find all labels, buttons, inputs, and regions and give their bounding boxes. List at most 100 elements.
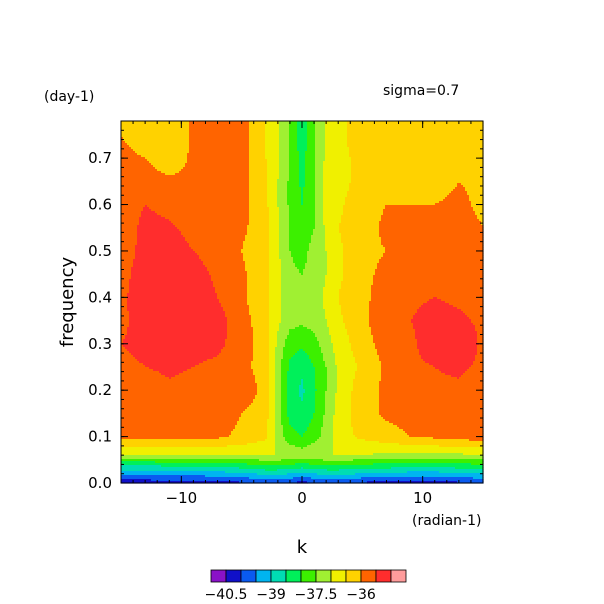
- contour-cell: [249, 153, 266, 156]
- contour-cell: [381, 243, 484, 246]
- contour-cell: [269, 319, 282, 322]
- contour-cell: [269, 343, 278, 346]
- contour-cell: [121, 321, 130, 324]
- contour-cell: [303, 393, 316, 396]
- contour-cell: [343, 245, 384, 248]
- contour-cell: [269, 219, 280, 222]
- contour-cell: [133, 265, 206, 268]
- contour-cell: [379, 355, 422, 358]
- contour-cell: [427, 301, 446, 304]
- contour-cell: [269, 259, 282, 262]
- contour-cell: [121, 235, 138, 238]
- contour-cell: [319, 437, 334, 440]
- contour-cell: [129, 281, 214, 284]
- contour-cell: [227, 333, 254, 336]
- contour-cell: [275, 405, 282, 408]
- contour-cell: [323, 357, 336, 360]
- contour-cell: [315, 169, 324, 172]
- contour-cell: [213, 281, 248, 284]
- contour-cell: [277, 203, 288, 206]
- contour-cell: [267, 189, 278, 192]
- contour-cell: [325, 275, 344, 278]
- contour-cell: [289, 207, 316, 210]
- contour-cell: [129, 325, 228, 328]
- contour-cell: [299, 269, 304, 272]
- contour-cell: [325, 151, 350, 154]
- contour-cell: [353, 387, 380, 390]
- contour-cell: [121, 481, 240, 484]
- contour-cell: [121, 403, 252, 406]
- contour-cell: [465, 371, 484, 374]
- contour-cell: [295, 445, 308, 448]
- contour-cell: [269, 347, 276, 350]
- contour-cell: [311, 421, 324, 424]
- contour-cell: [247, 273, 270, 276]
- contour-cell: [325, 279, 344, 282]
- contour-cell: [229, 435, 268, 438]
- contour-cell: [249, 183, 268, 186]
- contour-cell: [315, 409, 326, 412]
- contour-cell: [137, 237, 186, 240]
- colorbar-swatch: [300, 569, 317, 583]
- contour-cell: [135, 251, 196, 254]
- contour-cell: [333, 431, 354, 434]
- contour-cell: [293, 261, 308, 264]
- contour-cell: [279, 255, 292, 258]
- contour-cell: [121, 471, 226, 474]
- contour-cell: [275, 397, 282, 400]
- contour-cell: [383, 209, 474, 212]
- contour-cell: [275, 407, 282, 410]
- contour-cell: [279, 231, 290, 234]
- contour-cell: [275, 413, 282, 416]
- contour-cell: [323, 211, 344, 214]
- contour-cell: [279, 149, 290, 152]
- contour-cell: [161, 465, 484, 468]
- contour-cell: [121, 373, 162, 376]
- contour-cell: [225, 313, 250, 316]
- contour-cell: [269, 301, 282, 304]
- contour-cell: [323, 305, 342, 308]
- contour-cell: [325, 157, 352, 160]
- contour-cell: [301, 447, 304, 450]
- contour-cell: [291, 357, 310, 360]
- contour-cell: [211, 275, 248, 278]
- contour-cell: [121, 325, 130, 328]
- contour-cell: [277, 201, 288, 204]
- contour-cell: [231, 431, 268, 434]
- contour-cell: [305, 179, 316, 182]
- contour-cell: [289, 127, 298, 130]
- contour-cell: [323, 175, 352, 178]
- contour-cell: [121, 473, 258, 476]
- contour-cell: [349, 185, 458, 188]
- contour-cell: [281, 369, 290, 372]
- contour-cell: [269, 325, 280, 328]
- contour-cell: [411, 319, 472, 322]
- contour-cell: [275, 399, 282, 402]
- contour-cell: [151, 163, 186, 166]
- contour-cell: [325, 133, 348, 136]
- contour-cell: [393, 423, 484, 426]
- contour-cell: [353, 431, 406, 434]
- contour-cell: [269, 411, 276, 414]
- contour-cell: [125, 335, 228, 338]
- contour-cell: [383, 417, 484, 420]
- x-axis: −10 0 10: [120, 121, 484, 507]
- contour-cell: [149, 161, 188, 164]
- contour-cell: [353, 381, 380, 384]
- contour-cell: [335, 353, 354, 356]
- contour-cell: [315, 167, 324, 170]
- contour-cell: [281, 399, 288, 402]
- contour-cell: [351, 413, 380, 416]
- contour-cell: [349, 183, 458, 186]
- contour-cell: [255, 397, 270, 400]
- contour-cell: [175, 225, 248, 228]
- contour-cell: [315, 213, 324, 216]
- contour-cell: [333, 429, 354, 432]
- contour-cell: [315, 385, 328, 388]
- contour-cell: [305, 169, 316, 172]
- contour-cell: [279, 139, 290, 142]
- contour-cell: [307, 427, 322, 430]
- contour-cell: [381, 241, 484, 244]
- contour-cell: [121, 311, 130, 314]
- contour-cell: [345, 201, 440, 204]
